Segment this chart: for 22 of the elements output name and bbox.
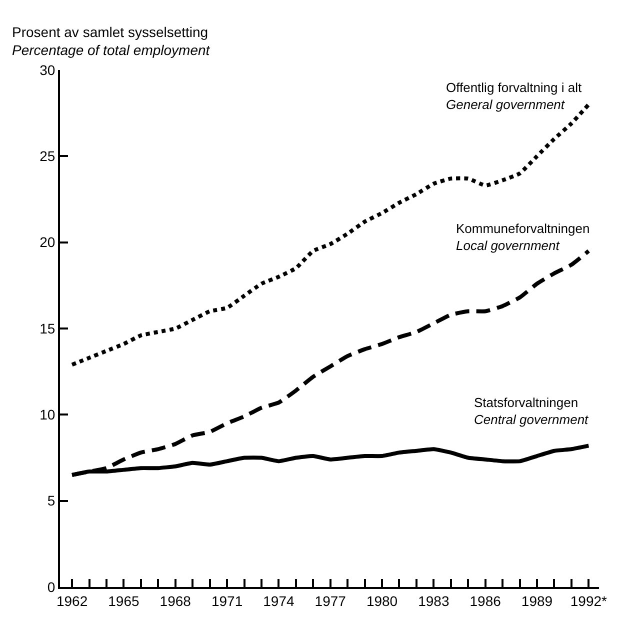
y-tick-label: 30 (40, 62, 56, 78)
y-tick-label: 25 (40, 148, 56, 164)
x-tick-label: 1965 (108, 592, 140, 609)
series-label: Offentlig forvaltning i alt General government (446, 80, 582, 112)
y-tick-label: 0 (47, 578, 56, 595)
x-tick-label: 1980 (366, 592, 398, 609)
x-tick-label: 1992* (570, 592, 608, 609)
x-tick-label: 1986 (470, 592, 502, 609)
series-label: Kommuneforvaltningen Local government (456, 221, 590, 253)
x-tick-label: 1968 (160, 592, 192, 609)
y-tick-label: 20 (40, 234, 56, 250)
x-tick-label: 1983 (418, 592, 450, 609)
x-tick-label: 1974 (263, 592, 294, 609)
x-tick-label: 1962 (56, 592, 88, 609)
y-tick-label: 10 (40, 406, 56, 423)
x-tick-label: 1989 (521, 592, 553, 609)
series-label: Statsforvaltningen Central government (474, 395, 590, 427)
y-tick-label: 5 (47, 492, 56, 509)
y-tick-label: 15 (40, 320, 56, 336)
y-axis-title: Prosent av samlet sysselsetting Percentage of total employment (12, 24, 211, 58)
x-tick-label: 1977 (314, 592, 346, 609)
x-tick-label: 1971 (211, 592, 243, 609)
